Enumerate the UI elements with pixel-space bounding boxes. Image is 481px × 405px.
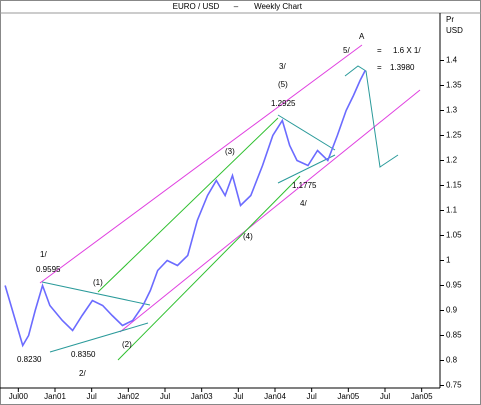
x-tick-label: Jan02	[117, 392, 139, 401]
y-tick-label: 1.3	[446, 106, 458, 115]
annotation: A	[359, 32, 365, 41]
annotation: =	[377, 46, 382, 55]
channel-line	[117, 175, 301, 361]
trend-line	[41, 281, 151, 306]
channel-line	[97, 117, 279, 293]
annotation: (4)	[243, 232, 253, 241]
y-tick-label: 0.9	[446, 306, 458, 315]
x-tick-label: Jul	[233, 392, 243, 401]
channel-line	[119, 89, 421, 333]
y-tick-label: 0.95	[446, 281, 462, 290]
annotation: 5/	[343, 46, 350, 55]
x-tick-label: Jan04	[264, 392, 286, 401]
x-tick-label: Jan05	[411, 392, 433, 401]
y-tick-label: 1.2	[446, 156, 458, 165]
annotation: 1.3980	[390, 63, 415, 72]
y-tick-label: 1.05	[446, 231, 462, 240]
annotation: (2)	[122, 340, 132, 349]
trend-line	[277, 154, 336, 184]
annotation: (1)	[93, 278, 103, 287]
annotation: 2/	[79, 369, 86, 378]
x-tick-label: Jul	[380, 392, 390, 401]
y-axis-label: USD	[446, 26, 463, 35]
annotation-lines	[39, 44, 421, 361]
y-tick-label: 1	[446, 256, 451, 265]
x-tick-label: Jan05	[337, 392, 359, 401]
y-tick-label: 1.35	[446, 81, 462, 90]
annotation: 0.8350	[71, 350, 96, 359]
x-tick-label: Jul	[307, 392, 317, 401]
annotation: 1.2925	[271, 99, 296, 108]
annotation: 4/	[300, 199, 307, 208]
x-tick-label: Jan01	[44, 392, 66, 401]
x-tick-label: Jan03	[191, 392, 213, 401]
annotation: 1.6 X 1/	[393, 46, 421, 55]
y-tick-label: 0.85	[446, 331, 462, 340]
annotation: 0.8230	[17, 355, 42, 364]
x-tick-label: Jul	[87, 392, 97, 401]
trend-line	[49, 322, 149, 353]
price-line	[4, 70, 366, 348]
title-separator: –	[234, 2, 239, 11]
chart-title: EURO / USD	[173, 2, 220, 11]
annotation: (5)	[278, 80, 288, 89]
annotation: =	[377, 63, 382, 72]
annotation: 0.9595	[36, 265, 61, 274]
y-tick-label: 0.75	[446, 381, 462, 390]
projection-arrow	[344, 65, 399, 168]
annotation: 1/	[40, 250, 47, 259]
annotation: 1.1775	[292, 181, 317, 190]
chart-subtitle: Weekly Chart	[254, 2, 303, 11]
y-tick-label: 1.1	[446, 206, 458, 215]
x-tick-label: Jul00	[9, 392, 29, 401]
y-tick-label: 1.25	[446, 131, 462, 140]
x-tick-label: Jul	[160, 392, 170, 401]
trend-line	[277, 114, 336, 151]
y-tick-label: 1.15	[446, 181, 462, 190]
y-tick-label: 0.8	[446, 356, 458, 365]
y-axis-label: Pr	[446, 15, 454, 24]
annotation: 3/	[279, 62, 286, 71]
y-tick-label: 1.4	[446, 56, 458, 65]
channel-line	[39, 44, 363, 284]
annotation: (3)	[225, 147, 235, 156]
